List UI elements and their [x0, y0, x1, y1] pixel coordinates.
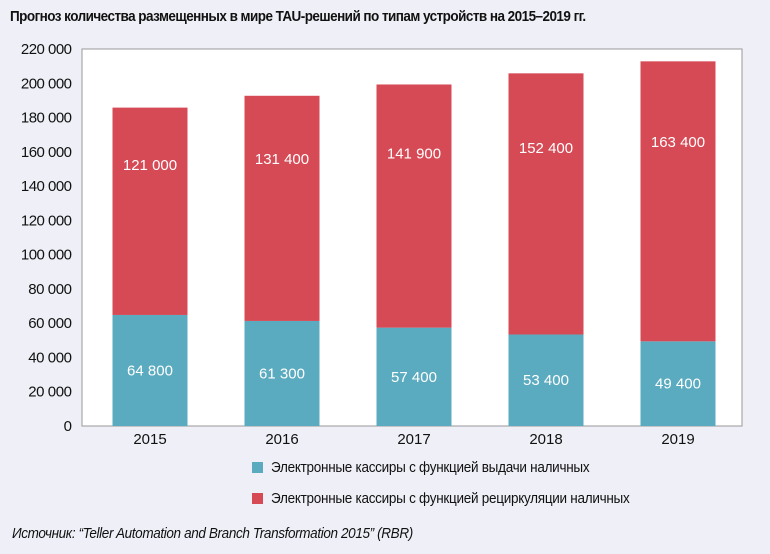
data-label: 152 400 — [519, 140, 573, 157]
y-tick-label: 160 000 — [21, 144, 72, 161]
x-tick-label: 2015 — [133, 431, 166, 448]
stacked-bar-chart: 0 20 000 40 000 60 000 80 000 100 000 120 000 1… — [21, 41, 743, 448]
bar-segment-recycle — [376, 84, 452, 328]
data-label: 49 400 — [655, 376, 701, 393]
legend-label: Электронные кассиры с функцией рециркуля… — [271, 490, 630, 507]
bar-segment-dispense — [640, 341, 716, 426]
y-tick-label: 120 000 — [21, 212, 72, 229]
data-label: 57 400 — [391, 369, 437, 386]
y-tick-label: 220 000 — [21, 41, 72, 58]
y-tick-label: 0 — [64, 418, 72, 435]
x-tick-label: 2016 — [265, 431, 298, 448]
y-tick-label: 40 000 — [28, 349, 72, 366]
bar-segment-recycle — [508, 73, 584, 335]
x-tick-label: 2018 — [529, 431, 562, 448]
bar-segment-recycle — [640, 61, 716, 342]
y-tick-label: 100 000 — [21, 247, 72, 264]
y-tick-label: 60 000 — [28, 315, 72, 332]
data-label: 64 800 — [127, 362, 173, 379]
y-tick-label: 140 000 — [21, 178, 72, 195]
y-tick-label: 20 000 — [28, 384, 72, 401]
data-label: 61 300 — [259, 365, 305, 382]
data-label: 163 400 — [651, 134, 705, 151]
data-label: 53 400 — [523, 372, 569, 389]
legend-swatch-teal — [252, 462, 263, 473]
y-tick-label: 180 000 — [21, 110, 72, 127]
bar-segment-dispense — [112, 314, 188, 426]
data-label: 141 900 — [387, 145, 441, 162]
bar-segment-dispense — [244, 320, 320, 426]
y-tick-label: 200 000 — [21, 75, 72, 92]
legend-item-recycle: Электронные кассиры с функцией рециркуля… — [252, 490, 669, 507]
source-note: Источник: “Teller Automation and Branch … — [12, 525, 413, 542]
bar-segment-dispense — [508, 334, 584, 426]
data-label: 131 400 — [255, 151, 309, 168]
x-tick-label: 2019 — [661, 431, 694, 448]
bar-segment-dispense — [376, 327, 452, 426]
chart-title: Прогноз количества размещенных в мире TA… — [10, 8, 586, 25]
data-label: 121 000 — [123, 157, 177, 174]
legend-label: Электронные кассиры с функцией выдачи на… — [271, 459, 590, 476]
legend-swatch-red — [252, 493, 263, 504]
bar-segment-recycle — [112, 107, 188, 315]
x-tick-label: 2017 — [397, 431, 430, 448]
legend-item-dispense: Электронные кассиры с функцией выдачи на… — [252, 459, 625, 476]
y-tick-label: 80 000 — [28, 281, 72, 298]
bar-segment-recycle — [244, 95, 320, 321]
